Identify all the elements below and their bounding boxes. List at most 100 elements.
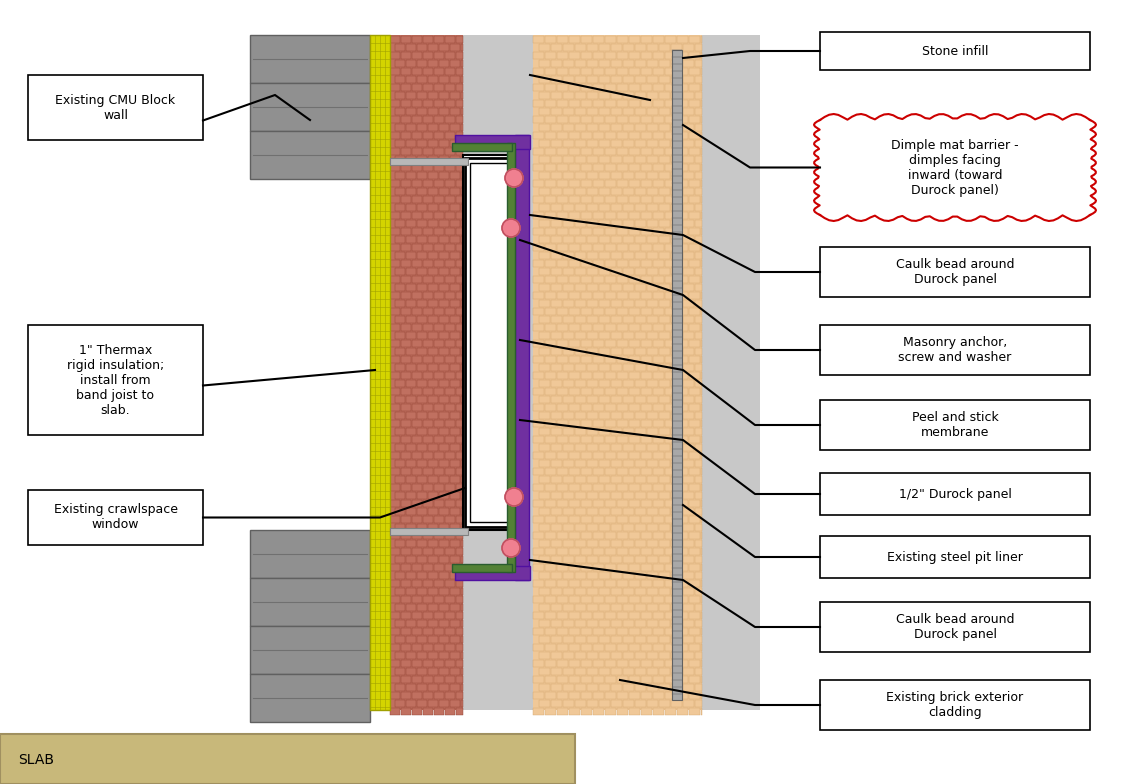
Bar bbox=[653, 452, 664, 459]
Bar bbox=[534, 212, 544, 219]
Bar bbox=[406, 460, 416, 467]
Bar bbox=[635, 44, 646, 51]
Bar bbox=[635, 220, 646, 227]
Bar bbox=[434, 484, 444, 491]
Bar bbox=[406, 92, 416, 99]
Bar bbox=[647, 636, 658, 643]
Bar bbox=[611, 300, 622, 307]
Bar bbox=[587, 492, 598, 499]
Bar bbox=[647, 124, 658, 131]
Bar bbox=[461, 92, 462, 99]
Bar bbox=[412, 292, 422, 299]
Bar bbox=[446, 612, 455, 619]
Bar bbox=[569, 196, 580, 203]
Bar bbox=[587, 476, 598, 483]
Bar bbox=[629, 84, 640, 91]
Bar bbox=[641, 420, 652, 427]
Bar bbox=[635, 460, 646, 467]
Bar bbox=[423, 132, 433, 139]
Bar bbox=[395, 428, 405, 435]
Bar bbox=[659, 268, 670, 275]
Bar bbox=[617, 516, 628, 523]
Bar bbox=[550, 188, 562, 195]
Bar bbox=[677, 100, 688, 107]
Bar bbox=[539, 588, 550, 595]
Circle shape bbox=[505, 169, 523, 187]
Bar bbox=[456, 340, 462, 347]
Bar bbox=[647, 508, 658, 515]
Bar bbox=[434, 292, 444, 299]
Bar bbox=[434, 532, 444, 539]
Bar bbox=[428, 396, 438, 403]
Bar bbox=[647, 236, 658, 243]
Bar bbox=[593, 244, 603, 251]
Bar bbox=[569, 500, 580, 507]
Bar bbox=[461, 140, 462, 147]
Bar bbox=[671, 412, 682, 419]
Bar bbox=[461, 652, 462, 659]
Bar bbox=[400, 372, 411, 379]
Bar bbox=[557, 180, 569, 187]
Bar bbox=[666, 148, 676, 155]
Bar bbox=[653, 148, 664, 155]
Bar bbox=[539, 412, 550, 419]
Bar bbox=[641, 372, 652, 379]
Bar bbox=[455, 566, 530, 580]
Bar bbox=[677, 276, 688, 283]
Bar bbox=[450, 44, 460, 51]
Bar bbox=[581, 340, 592, 347]
Bar bbox=[587, 44, 598, 51]
Bar bbox=[406, 284, 416, 291]
Bar bbox=[593, 436, 603, 443]
Bar bbox=[593, 52, 603, 59]
Bar bbox=[599, 108, 610, 115]
Bar bbox=[569, 308, 580, 315]
Bar bbox=[647, 668, 658, 675]
Bar bbox=[653, 84, 664, 91]
Bar bbox=[605, 500, 616, 507]
Bar bbox=[581, 660, 592, 667]
Bar bbox=[641, 100, 652, 107]
Bar bbox=[629, 692, 640, 699]
Bar bbox=[593, 308, 603, 315]
Bar bbox=[689, 68, 700, 75]
Bar bbox=[666, 532, 676, 539]
Bar bbox=[545, 692, 556, 699]
Bar bbox=[461, 204, 462, 211]
Bar bbox=[412, 708, 422, 715]
Bar bbox=[423, 324, 433, 331]
Bar bbox=[461, 364, 462, 371]
Bar bbox=[417, 428, 428, 435]
Bar bbox=[671, 300, 682, 307]
Bar bbox=[587, 316, 598, 323]
Bar bbox=[406, 396, 416, 403]
Bar bbox=[647, 524, 658, 531]
Bar bbox=[557, 116, 569, 123]
Bar bbox=[623, 124, 634, 131]
Bar bbox=[689, 324, 700, 331]
Bar bbox=[417, 620, 428, 627]
Bar bbox=[659, 60, 670, 67]
Bar bbox=[671, 604, 682, 611]
Bar bbox=[569, 372, 580, 379]
Bar bbox=[666, 276, 676, 283]
Bar bbox=[682, 252, 694, 259]
Bar bbox=[695, 636, 702, 643]
Bar bbox=[434, 372, 444, 379]
Bar bbox=[423, 452, 433, 459]
Bar bbox=[659, 156, 670, 163]
Bar bbox=[695, 556, 702, 563]
Bar bbox=[617, 372, 628, 379]
Bar bbox=[666, 356, 676, 363]
Bar bbox=[653, 388, 664, 395]
Bar bbox=[412, 468, 422, 475]
Bar bbox=[695, 124, 702, 131]
Bar bbox=[695, 476, 702, 483]
Bar bbox=[461, 476, 462, 483]
Bar bbox=[406, 172, 416, 179]
Bar bbox=[671, 588, 682, 595]
Bar bbox=[450, 76, 460, 83]
Bar bbox=[689, 388, 700, 395]
Bar bbox=[575, 492, 587, 499]
Bar bbox=[550, 572, 562, 579]
